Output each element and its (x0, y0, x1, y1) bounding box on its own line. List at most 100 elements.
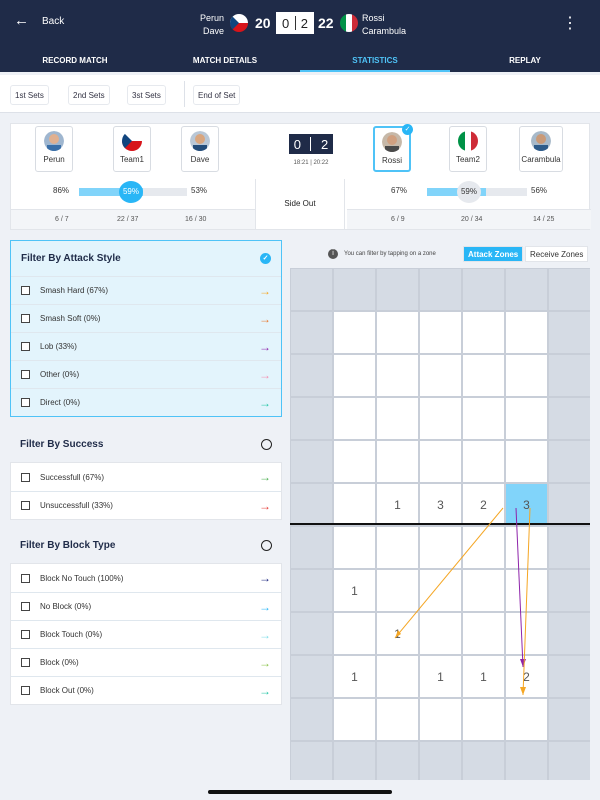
court-zone[interactable] (505, 354, 548, 397)
checkbox[interactable] (21, 286, 30, 295)
court-zone[interactable] (376, 397, 419, 440)
court-zone[interactable] (462, 526, 505, 569)
court-zone[interactable] (505, 698, 548, 741)
court-zone[interactable] (333, 526, 376, 569)
court-zone[interactable] (548, 311, 590, 354)
block-type-filter-header[interactable]: Filter By Block Type (10, 528, 282, 563)
attack-style-header[interactable]: Filter By Attack Style ✓ (11, 241, 281, 276)
filter-row-block-no-touch[interactable]: Block No Touch (100%) → (11, 564, 281, 592)
filter-row-block-touch[interactable]: Block Touch (0%) → (11, 620, 281, 648)
court-zone[interactable]: 2 (462, 483, 505, 526)
court-zone[interactable] (290, 483, 333, 526)
court-zone[interactable] (333, 397, 376, 440)
checkbox[interactable] (21, 314, 30, 323)
court-zone[interactable] (462, 612, 505, 655)
checkbox[interactable] (21, 630, 30, 639)
kebab-menu-icon[interactable]: ⋮ (562, 15, 578, 32)
court-zone[interactable] (462, 397, 505, 440)
court-zone[interactable] (548, 268, 590, 311)
subtab-2nd-sets[interactable]: 2nd Sets (68, 85, 110, 105)
court-zone[interactable] (290, 569, 333, 612)
court-zone[interactable] (419, 354, 462, 397)
court-zone[interactable] (462, 311, 505, 354)
court-zone[interactable] (419, 569, 462, 612)
court-zone[interactable] (548, 483, 590, 526)
court-zone[interactable] (548, 354, 590, 397)
court-zone[interactable]: 2 (505, 655, 548, 698)
court-zone[interactable] (376, 311, 419, 354)
court-zone[interactable] (333, 741, 376, 780)
subtab-1st-sets[interactable]: 1st Sets (10, 85, 49, 105)
court-zone[interactable] (376, 741, 419, 780)
court-zone[interactable] (548, 440, 590, 483)
court-zone[interactable] (419, 440, 462, 483)
player-card-carambula[interactable]: Carambula (519, 126, 563, 172)
filter-row-smash-hard[interactable]: Smash Hard (67%) → (11, 276, 281, 304)
court-zone[interactable] (290, 354, 333, 397)
checkbox[interactable] (21, 370, 30, 379)
court-zone[interactable] (462, 354, 505, 397)
tab-replay[interactable]: REPLAY (509, 56, 541, 65)
attack-zones-button[interactable]: Attack Zones (463, 246, 524, 262)
checkbox[interactable] (21, 658, 30, 667)
filter-row-no-block[interactable]: No Block (0%) → (11, 592, 281, 620)
tab-record-match[interactable]: RECORD MATCH (42, 56, 108, 65)
court-zone[interactable]: 1 (462, 655, 505, 698)
checkbox[interactable] (21, 686, 30, 695)
court-zone[interactable] (376, 354, 419, 397)
court-zone[interactable] (419, 612, 462, 655)
player-card-rossi[interactable]: Rossi ✓ (373, 124, 413, 172)
filter-row-unsuccessfull[interactable]: Unsuccessfull (33%) → (11, 491, 281, 519)
court-zone[interactable] (290, 698, 333, 741)
subtab-3st-sets[interactable]: 3st Sets (127, 85, 166, 105)
court-zone[interactable] (505, 741, 548, 780)
checkbox[interactable] (21, 602, 30, 611)
court-zone[interactable] (376, 698, 419, 741)
court-zone[interactable] (419, 741, 462, 780)
court-zone[interactable] (505, 440, 548, 483)
court-zone[interactable] (462, 268, 505, 311)
checkbox[interactable] (21, 472, 30, 482)
filter-row-block[interactable]: Block (0%) → (11, 648, 281, 676)
subtab-end-of-set[interactable]: End of Set (193, 85, 241, 105)
court-zone[interactable] (419, 698, 462, 741)
court-zone[interactable]: 1 (333, 655, 376, 698)
circle-icon[interactable] (261, 439, 272, 450)
court-zone[interactable] (333, 268, 376, 311)
success-filter-header[interactable]: Filter By Success (10, 427, 282, 462)
court-zone[interactable] (376, 526, 419, 569)
court-zone[interactable] (290, 526, 333, 569)
checkbox[interactable] (21, 573, 30, 583)
court-zone[interactable] (548, 612, 590, 655)
court-zone[interactable]: 1 (376, 483, 419, 526)
court-zone[interactable]: 1 (333, 569, 376, 612)
court-zone[interactable] (290, 612, 333, 655)
player-card-perun[interactable]: Perun (35, 126, 73, 172)
court-zone[interactable] (505, 268, 548, 311)
filter-row-smash-soft[interactable]: Smash Soft (0%) → (11, 304, 281, 332)
checkbox[interactable] (21, 501, 30, 510)
court-zone[interactable] (505, 397, 548, 440)
court-zone[interactable] (290, 440, 333, 483)
court-zone-selected[interactable]: 3 (505, 483, 548, 526)
court-zone[interactable] (419, 526, 462, 569)
court-zone[interactable] (290, 397, 333, 440)
player-card-dave[interactable]: Dave (181, 126, 219, 172)
court-zone[interactable] (548, 655, 590, 698)
court-zone[interactable] (333, 440, 376, 483)
court-zone[interactable] (333, 311, 376, 354)
filter-row-successfull[interactable]: Successfull (67%) → (11, 463, 281, 491)
player-card-team1[interactable]: Team1 (113, 126, 151, 172)
back-button[interactable]: ← Back (14, 13, 64, 28)
court-zone[interactable] (290, 268, 333, 311)
court-zone[interactable] (419, 268, 462, 311)
circle-icon[interactable] (261, 540, 272, 551)
court-zone[interactable]: 1 (419, 655, 462, 698)
court-zone[interactable] (462, 698, 505, 741)
court-zone[interactable] (333, 612, 376, 655)
court-zone[interactable] (290, 741, 333, 780)
filter-row-block-out[interactable]: Block Out (0%) → (11, 676, 281, 704)
court-zone[interactable] (333, 698, 376, 741)
filter-row-other[interactable]: Other (0%) → (11, 360, 281, 388)
court-zone[interactable] (290, 655, 333, 698)
